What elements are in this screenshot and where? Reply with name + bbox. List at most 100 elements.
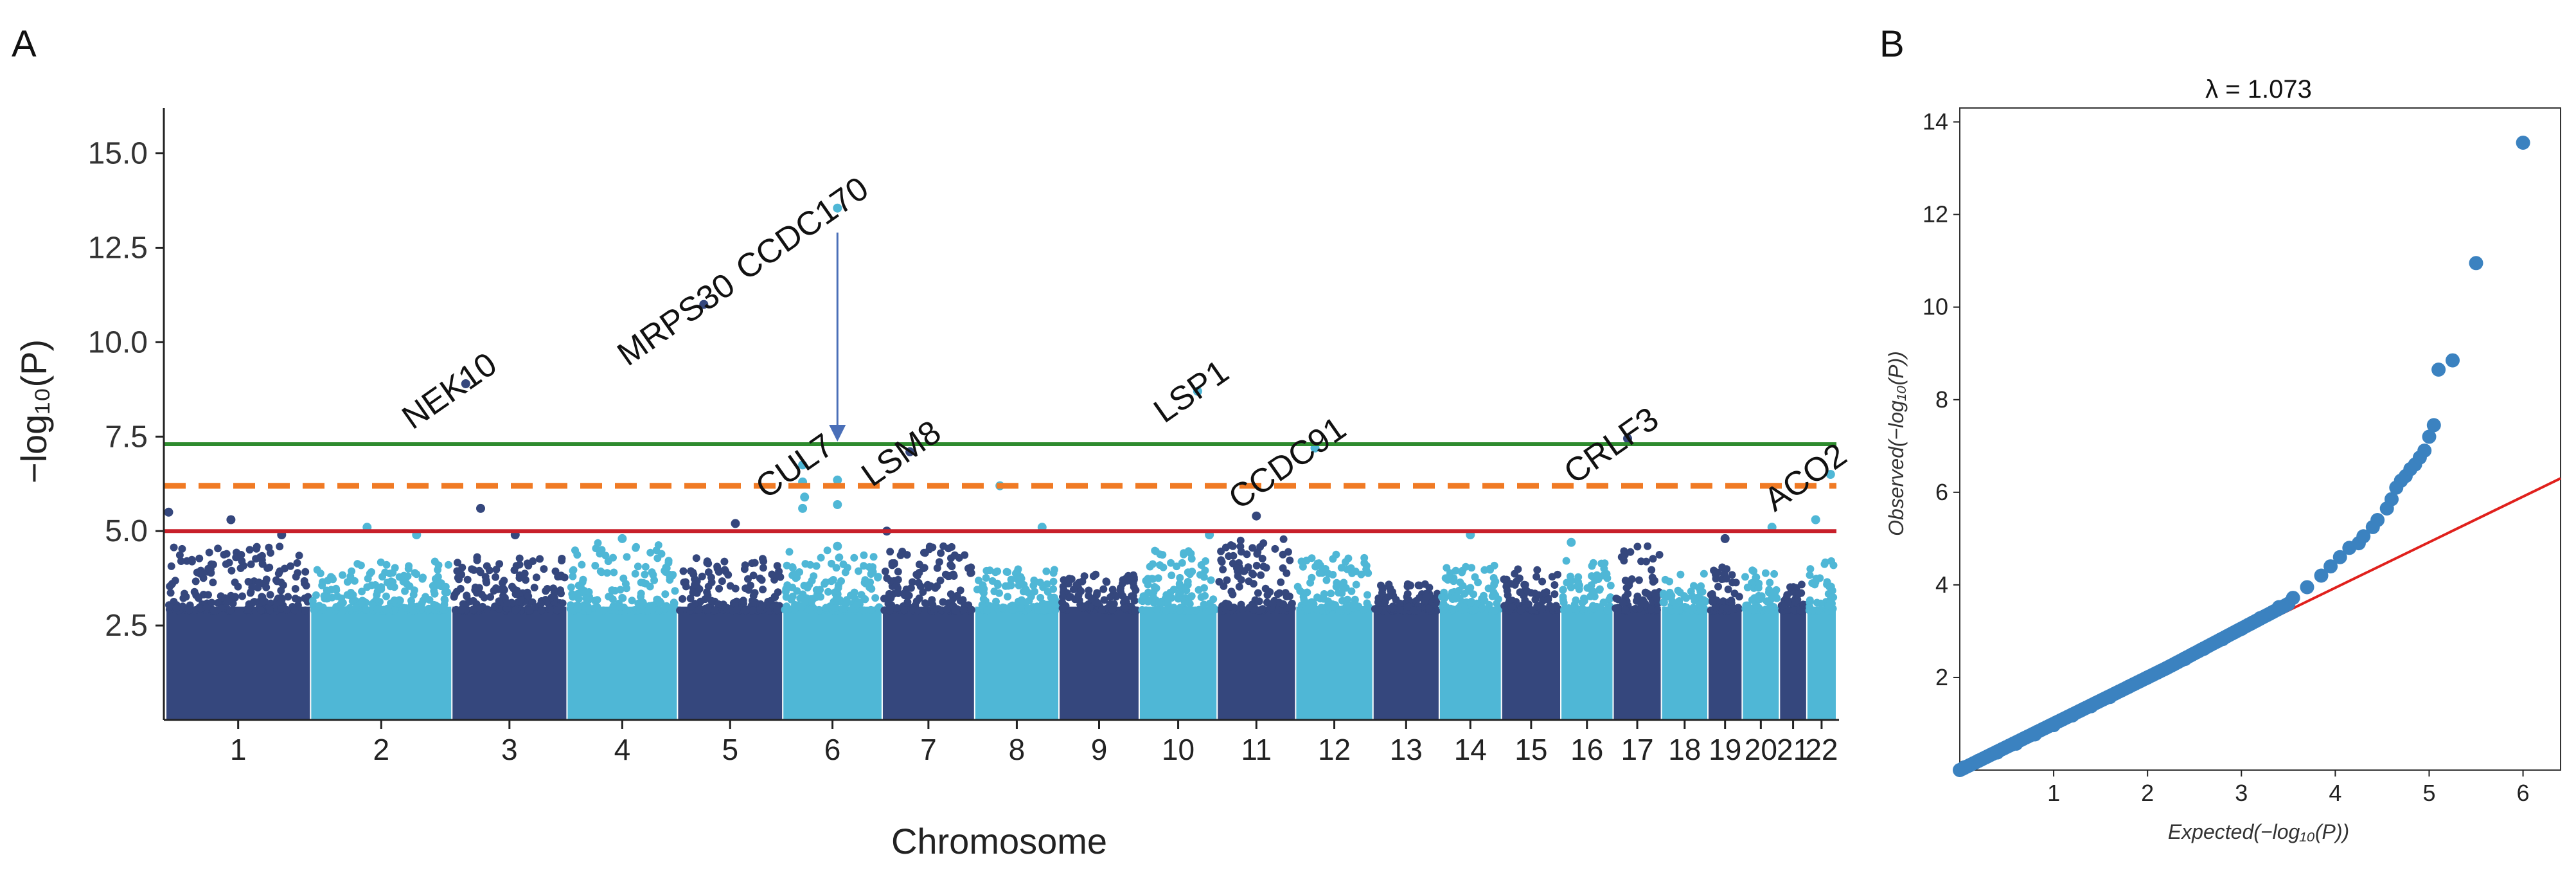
snp-point [837, 577, 845, 585]
snp-point [1673, 606, 1681, 615]
snp-point [332, 603, 341, 611]
snp-point [362, 606, 370, 614]
snp-point [1786, 583, 1794, 591]
snp-point [1806, 596, 1814, 604]
snp-point [605, 593, 613, 601]
snp-point [1020, 580, 1028, 589]
snp-point [202, 603, 211, 611]
snp-point [1511, 580, 1519, 589]
snp-point [1770, 603, 1778, 611]
snp-point [1567, 572, 1574, 580]
snp-point [576, 583, 585, 591]
snp-point [1387, 587, 1395, 595]
snp-point [1712, 575, 1720, 583]
snp-point [1600, 564, 1608, 573]
snp-point [551, 567, 560, 575]
snp-point [1281, 589, 1290, 597]
qq-point [2356, 529, 2371, 544]
chromosome-band-15 [1502, 606, 1561, 720]
snp-point [1450, 577, 1458, 586]
snp-point [1234, 572, 1242, 580]
snp-point [1286, 556, 1294, 564]
snp-point [1772, 586, 1781, 594]
snp-point [653, 595, 661, 604]
snp-point [1723, 604, 1731, 613]
snp-point [1723, 565, 1731, 573]
chromosome-band-5 [678, 606, 783, 720]
snp-point [457, 606, 465, 614]
snp-point [503, 598, 511, 607]
snp-point [170, 543, 178, 552]
snp-point [1456, 578, 1464, 586]
snp-point [480, 593, 488, 602]
snp-point-highlight [617, 534, 627, 543]
snp-point [1580, 597, 1588, 605]
snp-point [1589, 602, 1597, 610]
snp-point [637, 593, 645, 601]
snp-point [291, 585, 299, 593]
snp-point [1060, 604, 1068, 613]
snp-point-highlight [800, 492, 810, 502]
snp-point [1335, 606, 1344, 615]
snp-point [797, 603, 805, 611]
snp-point [440, 595, 449, 604]
gene-label: CUL7 [749, 427, 840, 507]
snp-point [1196, 571, 1204, 579]
snp-point [238, 557, 246, 565]
snp-point [1595, 586, 1604, 594]
snp-point [532, 573, 540, 582]
snp-point [914, 606, 922, 615]
chromosome-band-4 [567, 606, 677, 720]
snp-point [391, 564, 399, 572]
snp-point [209, 579, 217, 587]
snp-point [1644, 589, 1652, 598]
snp-point [1069, 585, 1078, 593]
snp-point [1682, 594, 1691, 602]
snp-point [404, 572, 412, 580]
snp-point [349, 591, 357, 599]
gene-label: CCDC91 [1222, 409, 1353, 517]
snp-point [1438, 593, 1446, 601]
snp-point [1004, 593, 1012, 601]
snp-point [1322, 603, 1331, 611]
snp-point [424, 605, 432, 613]
snp-point [1087, 595, 1096, 603]
snp-point [993, 579, 1002, 588]
snp-point [1036, 593, 1045, 602]
snp-point [1248, 570, 1256, 577]
snp-point [1385, 580, 1393, 589]
snp-point [1129, 579, 1137, 588]
snp-point [1343, 565, 1351, 573]
snp-point [476, 568, 484, 577]
snp-point [1313, 559, 1322, 568]
snp-point [429, 582, 437, 590]
snp-point [195, 554, 204, 562]
snp-point [1666, 588, 1674, 597]
snp-point [515, 554, 524, 562]
snp-point [185, 606, 193, 615]
snp-point [1007, 575, 1015, 584]
snp-point [1315, 569, 1324, 577]
snp-point [1279, 535, 1288, 543]
snp-point [885, 606, 894, 615]
snp-point [1523, 588, 1532, 596]
snp-point [1403, 582, 1412, 591]
snp-point [1239, 606, 1247, 613]
snp-point [1708, 590, 1716, 598]
snp-point [1817, 599, 1825, 607]
snp-point [1195, 586, 1203, 594]
snp-point [679, 567, 688, 575]
chromosome-band-8 [975, 606, 1059, 720]
snp-point [1532, 573, 1541, 581]
chromosome-band-7 [882, 606, 974, 720]
snp-point [469, 597, 477, 605]
snp-point [1332, 582, 1340, 591]
snp-point [832, 564, 840, 572]
snp-point [402, 604, 410, 612]
snp-point [1396, 599, 1404, 607]
snp-point [1550, 581, 1559, 589]
snp-point [641, 570, 649, 579]
snp-point [1829, 593, 1838, 602]
snp-point [880, 595, 888, 603]
snp-point [378, 573, 386, 581]
